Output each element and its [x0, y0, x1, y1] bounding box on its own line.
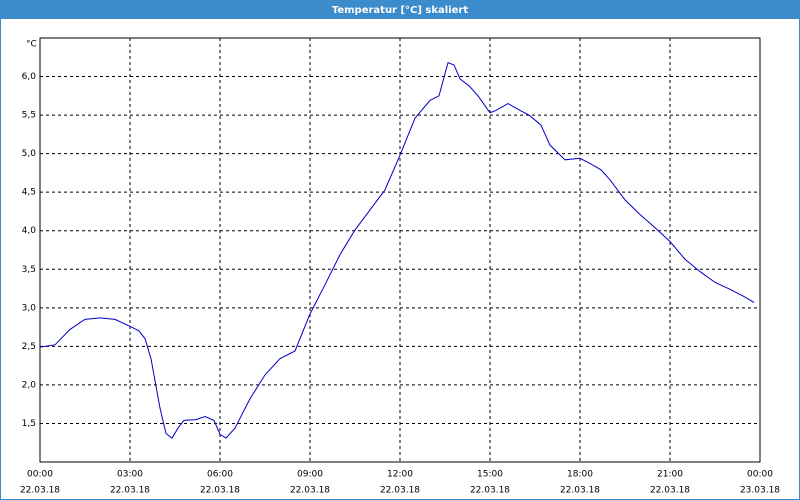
y-tick-label: 3,0: [22, 303, 37, 313]
x-tick-date: 22.03.18: [650, 486, 690, 496]
y-tick-label: 5,0: [22, 149, 37, 159]
x-tick-date: 22.03.18: [470, 486, 510, 496]
y-tick-label: 5,5: [22, 111, 36, 121]
x-tick-date: 22.03.18: [560, 486, 600, 496]
x-tick-date: 22.03.18: [290, 486, 330, 496]
y-tick-label: 2,5: [22, 342, 36, 352]
y-unit: °C: [26, 40, 37, 50]
x-tick-date: 22.03.18: [20, 486, 60, 496]
x-tick-label: 06:00: [207, 470, 233, 480]
temperature-line: [39, 62, 755, 439]
y-tick-label: 4,5: [22, 188, 36, 198]
x-tick-date: 22.03.18: [380, 486, 420, 496]
y-tick-label: 6,0: [22, 72, 37, 82]
y-tick-label: 2,0: [22, 380, 37, 390]
x-tick-label: 00:00: [747, 470, 773, 480]
y-tick-label: 1,5: [22, 419, 36, 429]
x-tick-date: 22.03.18: [200, 486, 240, 496]
x-tick-label: 15:00: [477, 470, 503, 480]
y-tick-label: 4,0: [22, 226, 37, 236]
y-tick-label: 3,5: [22, 265, 36, 275]
title-bar: [0, 0, 800, 19]
x-tick-label: 00:00: [27, 470, 53, 480]
x-tick-date: 23.03.18: [740, 486, 780, 496]
x-tick-date: 22.03.18: [110, 486, 150, 496]
window-title: Temperatur [°C] skaliert: [332, 5, 469, 16]
x-tick-label: 21:00: [657, 470, 683, 480]
x-tick-label: 03:00: [117, 470, 143, 480]
x-tick-label: 09:00: [297, 470, 323, 480]
x-tick-label: 12:00: [387, 470, 413, 480]
x-tick-label: 18:00: [567, 470, 593, 480]
